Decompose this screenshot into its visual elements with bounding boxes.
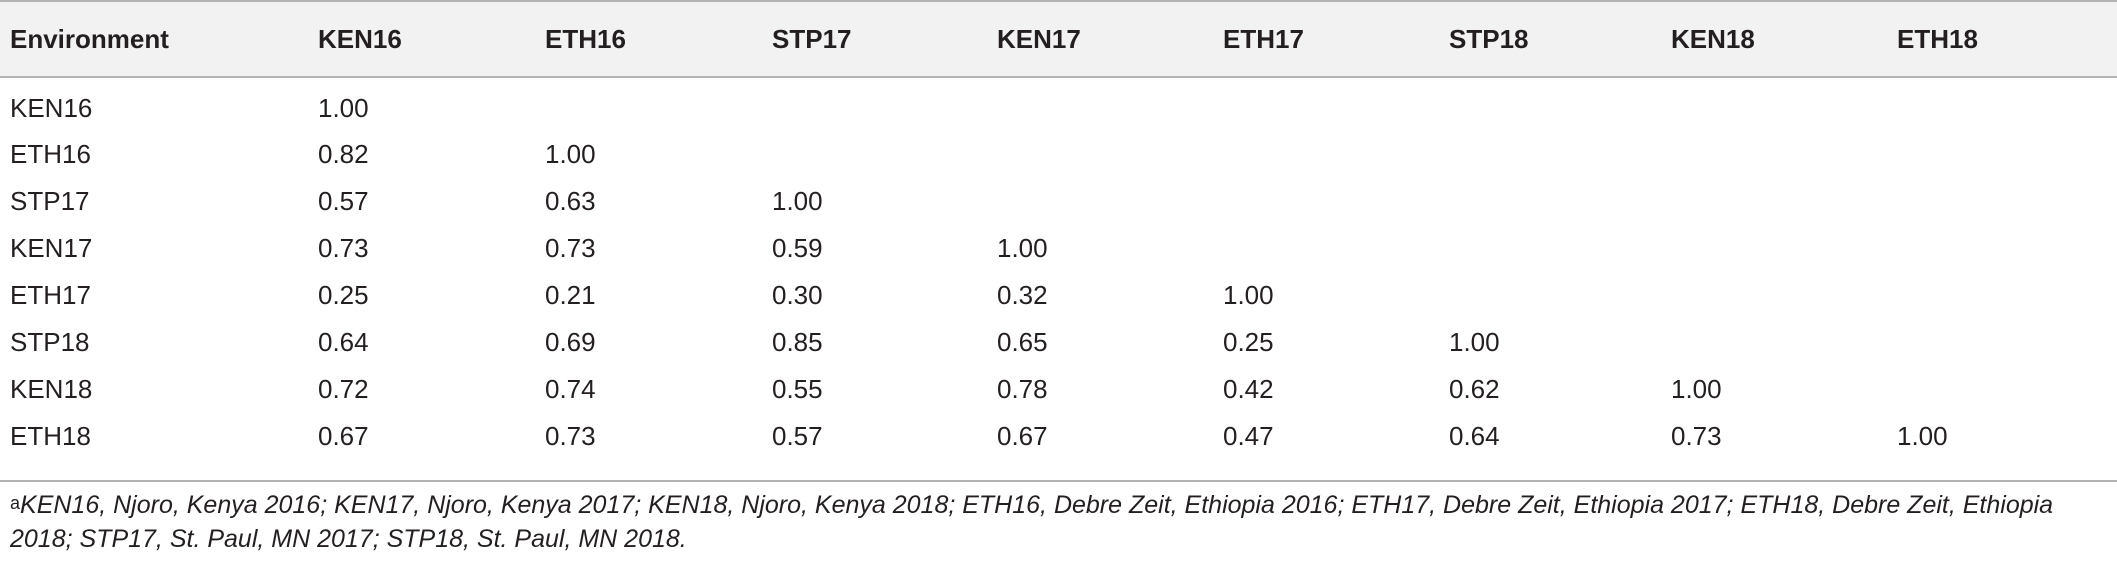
correlation-value-cell: 0.73 xyxy=(545,421,596,451)
table-body: KEN16 1.00 ETH16 0.82 1.00 STP17 0.57 0.63 1.00 K… xyxy=(0,77,2117,465)
correlation-value-cell xyxy=(1897,225,2117,272)
correlation-value-cell xyxy=(1223,131,1449,178)
correlation-value-cell xyxy=(1897,77,2117,131)
correlation-value-cell: 0.69 xyxy=(545,327,596,357)
correlation-value-cell xyxy=(1671,319,1897,366)
correlation-table: Environment KEN16 ETH16 STP17 KEN17 ETH1… xyxy=(0,0,2117,465)
correlation-value-cell: 0.42 xyxy=(1223,374,1274,404)
correlation-value-cell: 1.00 xyxy=(1897,421,1948,451)
table-row: KEN16 1.00 xyxy=(0,77,2117,131)
correlation-value-cell xyxy=(997,77,1223,131)
header-cell-environment: Environment xyxy=(0,0,318,78)
correlation-value-cell: 0.73 xyxy=(318,233,369,263)
header-cell-stp17: STP17 xyxy=(772,0,997,78)
correlation-value-cell: 1.00 xyxy=(318,92,369,123)
table-row: ETH17 0.25 0.21 0.30 0.32 1.00 xyxy=(0,272,2117,319)
correlation-value-cell xyxy=(1223,225,1449,272)
correlation-value-cell: 0.64 xyxy=(1449,421,1500,451)
header-cell-stp18: STP18 xyxy=(1449,0,1671,78)
correlation-value-cell: 0.85 xyxy=(772,327,823,357)
correlation-value-cell: 0.63 xyxy=(545,186,596,216)
correlation-value-cell: 0.25 xyxy=(1223,327,1274,357)
table-row: STP18 0.64 0.69 0.85 0.65 0.25 1.00 xyxy=(0,319,2117,366)
correlation-value-cell: 0.73 xyxy=(545,233,596,263)
correlation-value-cell xyxy=(1897,131,2117,178)
correlation-value-cell xyxy=(1449,131,1671,178)
footnote-marker: a xyxy=(10,493,21,513)
correlation-value-cell xyxy=(772,77,997,131)
correlation-value-cell: 0.57 xyxy=(318,186,369,216)
correlation-value-cell: 0.73 xyxy=(1671,421,1722,451)
table-row: STP17 0.57 0.63 1.00 xyxy=(0,178,2117,225)
row-label-cell: ETH16 xyxy=(10,139,91,169)
table-row: ETH16 0.82 1.00 xyxy=(0,131,2117,178)
header-row: Environment KEN16 ETH16 STP17 KEN17 ETH1… xyxy=(0,0,2117,78)
correlation-value-cell xyxy=(997,131,1223,178)
correlation-value-cell: 0.21 xyxy=(545,280,596,310)
row-label-cell: KEN18 xyxy=(10,374,93,404)
correlation-value-cell xyxy=(1897,272,2117,319)
row-label-cell: KEN16 xyxy=(10,92,93,123)
table-row: KEN18 0.72 0.74 0.55 0.78 0.42 0.62 1.00 xyxy=(0,366,2117,413)
correlation-value-cell: 0.62 xyxy=(1449,374,1500,404)
row-label-cell: ETH18 xyxy=(10,421,91,451)
header-cell-eth16: ETH16 xyxy=(545,0,772,78)
row-label-cell: KEN17 xyxy=(10,233,93,263)
header-cell-eth18: ETH18 xyxy=(1897,0,2117,78)
correlation-value-cell: 0.72 xyxy=(318,374,369,404)
correlation-value-cell: 1.00 xyxy=(545,139,596,169)
correlation-value-cell: 1.00 xyxy=(772,186,823,216)
correlation-value-cell xyxy=(1897,366,2117,413)
correlation-value-cell: 0.78 xyxy=(997,374,1048,404)
row-label-cell: STP18 xyxy=(10,327,90,357)
correlation-value-cell: 0.25 xyxy=(318,280,369,310)
correlation-value-cell xyxy=(1449,77,1671,131)
correlation-value-cell xyxy=(1671,225,1897,272)
table-row: KEN17 0.73 0.73 0.59 1.00 xyxy=(0,225,2117,272)
correlation-value-cell xyxy=(1449,225,1671,272)
correlation-value-cell xyxy=(1897,319,2117,366)
correlation-value-cell: 1.00 xyxy=(1449,327,1500,357)
correlation-value-cell: 0.82 xyxy=(318,139,369,169)
correlation-value-cell xyxy=(1223,178,1449,225)
correlation-value-cell: 0.64 xyxy=(318,327,369,357)
row-label-cell: STP17 xyxy=(10,186,90,216)
header-cell-ken17: KEN17 xyxy=(997,0,1223,78)
correlation-value-cell: 0.57 xyxy=(772,421,823,451)
header-cell-ken16: KEN16 xyxy=(318,0,545,78)
correlation-value-cell: 1.00 xyxy=(997,233,1048,263)
correlation-value-cell xyxy=(1223,77,1449,131)
correlation-value-cell xyxy=(545,77,772,131)
correlation-value-cell xyxy=(772,131,997,178)
correlation-value-cell xyxy=(1897,178,2117,225)
table-row: ETH18 0.67 0.73 0.57 0.67 0.47 0.64 0.73 1.00 xyxy=(0,413,2117,465)
correlation-value-cell xyxy=(1671,178,1897,225)
table-bottom-rule xyxy=(0,480,2117,482)
correlation-value-cell: 0.30 xyxy=(772,280,823,310)
correlation-value-cell xyxy=(1449,272,1671,319)
correlation-value-cell: 1.00 xyxy=(1223,280,1274,310)
correlation-value-cell xyxy=(1671,272,1897,319)
correlation-value-cell xyxy=(1449,178,1671,225)
correlation-value-cell: 0.55 xyxy=(772,374,823,404)
correlation-value-cell: 0.47 xyxy=(1223,421,1274,451)
table-footnote: aKEN16, Njoro, Kenya 2016; KEN17, Njoro,… xyxy=(10,488,2110,556)
correlation-value-cell: 0.32 xyxy=(997,280,1048,310)
correlation-value-cell: 0.74 xyxy=(545,374,596,404)
correlation-value-cell: 0.65 xyxy=(997,327,1048,357)
row-label-cell: ETH17 xyxy=(10,280,91,310)
header-cell-ken18: KEN18 xyxy=(1671,0,1897,78)
correlation-value-cell xyxy=(1671,131,1897,178)
footnote-text: KEN16, Njoro, Kenya 2016; KEN17, Njoro, … xyxy=(10,491,2054,553)
header-cell-eth17: ETH17 xyxy=(1223,0,1449,78)
correlation-value-cell: 0.67 xyxy=(997,421,1048,451)
correlation-value-cell xyxy=(1671,77,1897,131)
correlation-value-cell: 0.59 xyxy=(772,233,823,263)
correlation-value-cell: 0.67 xyxy=(318,421,369,451)
correlation-value-cell xyxy=(997,178,1223,225)
correlation-value-cell: 1.00 xyxy=(1671,374,1722,404)
